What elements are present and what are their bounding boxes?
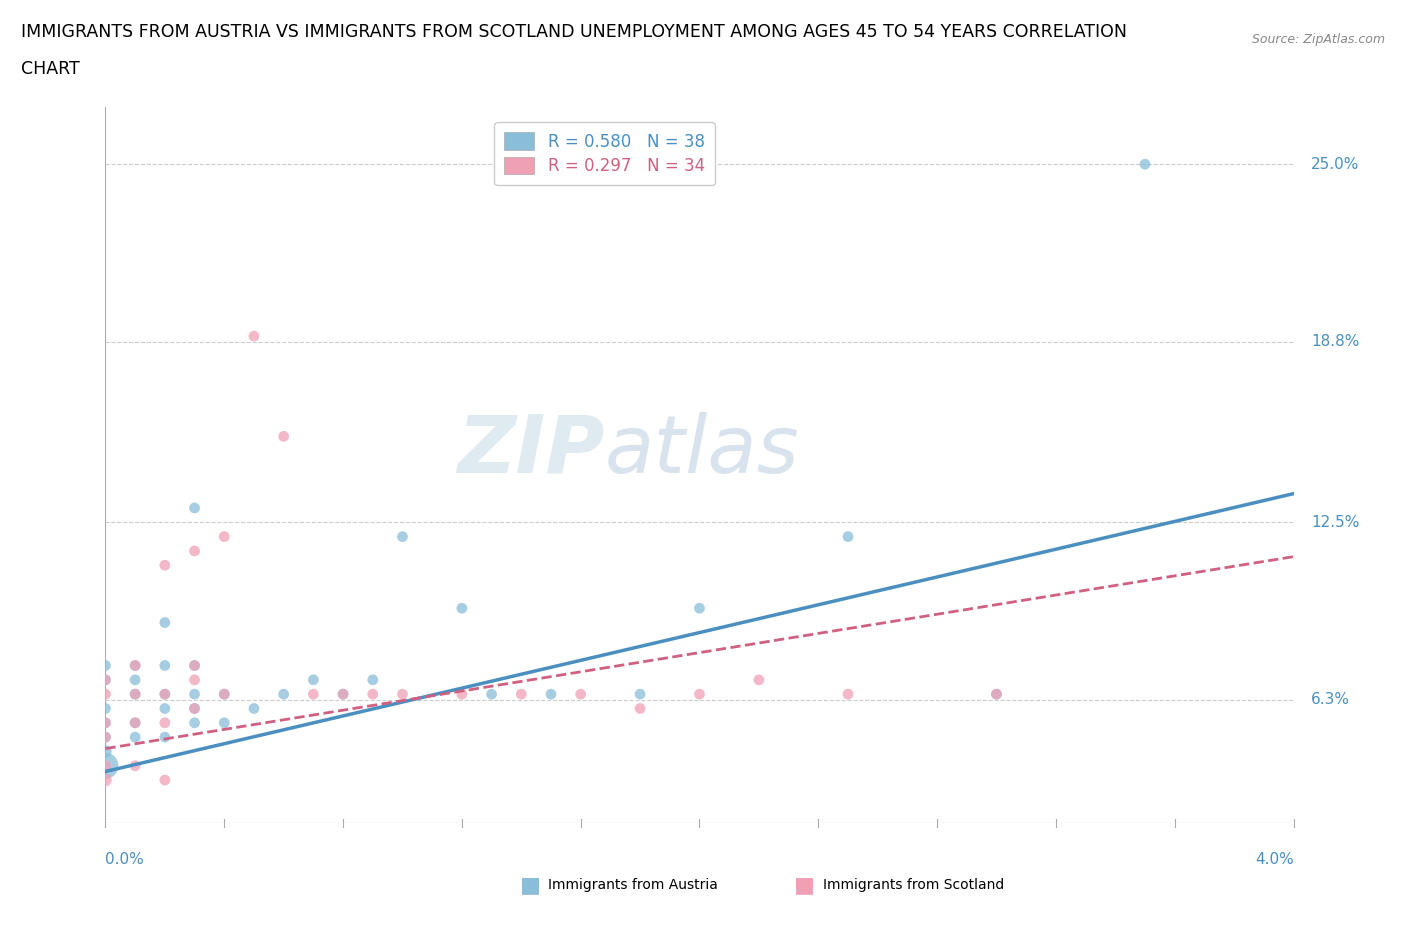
Text: Source: ZipAtlas.com: Source: ZipAtlas.com <box>1251 33 1385 46</box>
Point <box>986 686 1008 701</box>
Point <box>214 686 236 701</box>
Point <box>510 686 533 701</box>
Point <box>837 686 859 701</box>
Point <box>837 529 859 544</box>
Point <box>124 730 146 745</box>
Point <box>628 686 651 701</box>
Point <box>361 672 384 687</box>
Point <box>94 658 117 673</box>
Point <box>94 686 117 701</box>
Point <box>153 686 176 701</box>
Text: CHART: CHART <box>21 60 80 78</box>
Point <box>124 658 146 673</box>
Text: 4.0%: 4.0% <box>1254 852 1294 867</box>
Point <box>153 658 176 673</box>
Text: ZIP: ZIP <box>457 412 605 490</box>
Point <box>628 701 651 716</box>
Point <box>183 686 205 701</box>
Point <box>183 543 205 558</box>
Point <box>689 601 711 616</box>
Point <box>214 529 236 544</box>
Point <box>243 328 266 343</box>
Point <box>94 758 117 773</box>
Text: 25.0%: 25.0% <box>1312 157 1360 172</box>
Point <box>450 686 472 701</box>
Point <box>124 758 146 773</box>
Text: Immigrants from Scotland: Immigrants from Scotland <box>823 878 1004 893</box>
Point <box>153 730 176 745</box>
Point <box>689 686 711 701</box>
Point <box>94 773 117 788</box>
Point <box>273 686 295 701</box>
Point <box>124 715 146 730</box>
Point <box>302 686 325 701</box>
Point <box>214 686 236 701</box>
Point <box>153 773 176 788</box>
Point <box>986 686 1008 701</box>
Point <box>153 686 176 701</box>
Point <box>183 658 205 673</box>
Point <box>450 601 472 616</box>
Point <box>183 500 205 515</box>
Point <box>273 429 295 444</box>
Point <box>183 715 205 730</box>
Point <box>332 686 354 701</box>
Point <box>94 730 117 745</box>
Point <box>94 744 117 759</box>
Text: 12.5%: 12.5% <box>1312 515 1360 530</box>
Point <box>153 701 176 716</box>
Point <box>569 686 592 701</box>
Point <box>1133 157 1156 172</box>
Point <box>94 715 117 730</box>
Point <box>183 701 205 716</box>
Point <box>361 686 384 701</box>
Point <box>540 686 562 701</box>
Point <box>94 758 117 773</box>
Point <box>124 686 146 701</box>
Text: 0.0%: 0.0% <box>105 852 145 867</box>
Point <box>153 615 176 630</box>
Point <box>481 686 503 701</box>
Point <box>748 672 770 687</box>
Point <box>214 715 236 730</box>
Text: ■: ■ <box>520 875 541 896</box>
Point <box>153 558 176 573</box>
Point <box>94 715 117 730</box>
Text: Immigrants from Austria: Immigrants from Austria <box>548 878 718 893</box>
Point <box>302 672 325 687</box>
Legend: R = 0.580   N = 38, R = 0.297   N = 34: R = 0.580 N = 38, R = 0.297 N = 34 <box>495 123 714 185</box>
Point <box>94 730 117 745</box>
Point <box>94 672 117 687</box>
Point <box>183 658 205 673</box>
Point <box>183 672 205 687</box>
Point <box>124 658 146 673</box>
Point <box>243 701 266 716</box>
Point <box>391 686 413 701</box>
Point <box>332 686 354 701</box>
Point <box>124 715 146 730</box>
Text: IMMIGRANTS FROM AUSTRIA VS IMMIGRANTS FROM SCOTLAND UNEMPLOYMENT AMONG AGES 45 T: IMMIGRANTS FROM AUSTRIA VS IMMIGRANTS FR… <box>21 23 1128 41</box>
Point <box>124 686 146 701</box>
Text: atlas: atlas <box>605 412 799 490</box>
Point <box>183 701 205 716</box>
Text: 6.3%: 6.3% <box>1312 692 1350 708</box>
Point <box>391 529 413 544</box>
Point <box>124 672 146 687</box>
Point <box>153 715 176 730</box>
Point <box>94 672 117 687</box>
Text: 18.8%: 18.8% <box>1312 334 1360 350</box>
Point <box>94 701 117 716</box>
Text: ■: ■ <box>794 875 815 896</box>
